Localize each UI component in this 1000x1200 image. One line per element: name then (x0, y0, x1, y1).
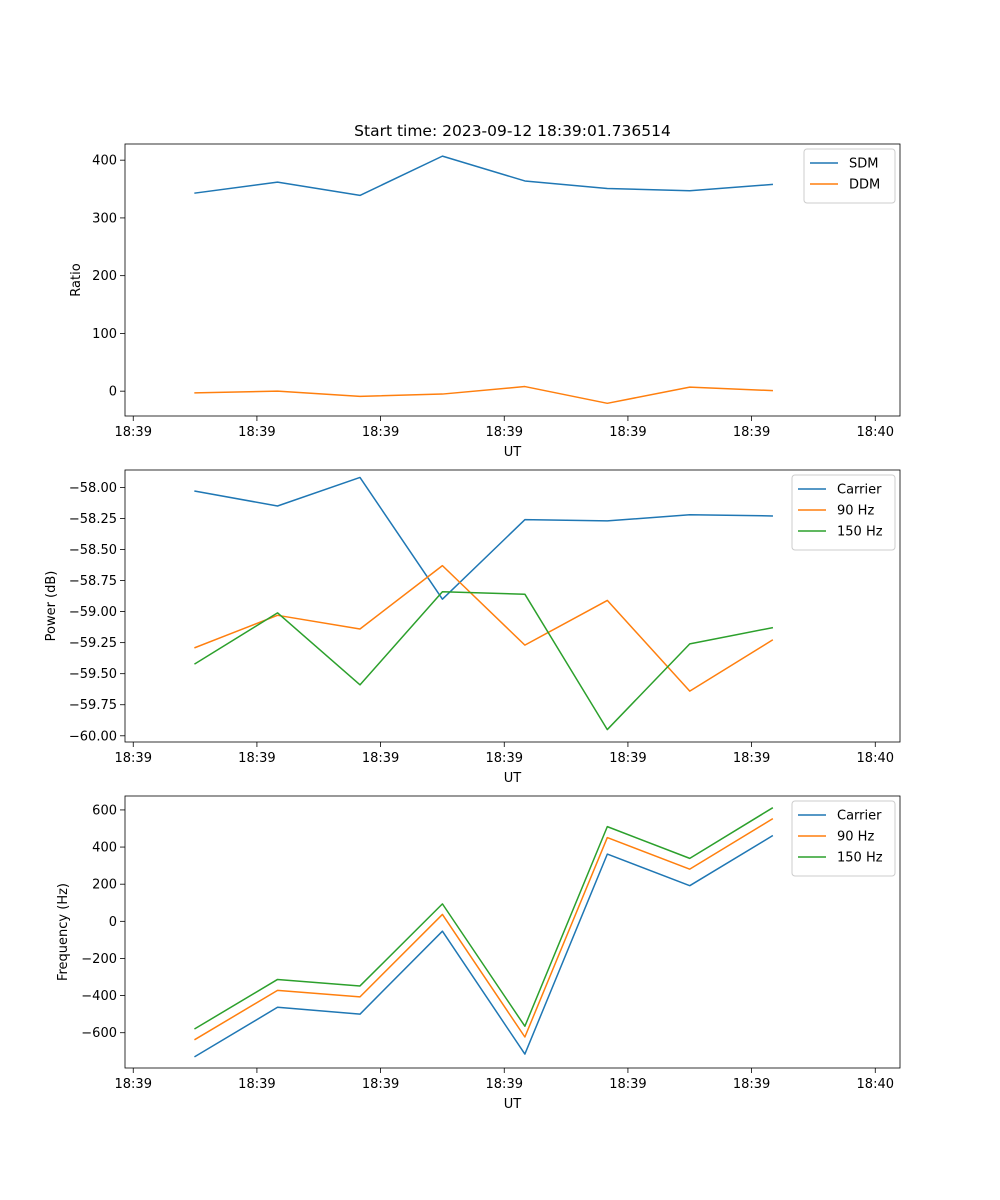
x-tick-label: 18:39 (486, 1077, 523, 1092)
y-tick-label: −59.75 (69, 698, 117, 713)
y-tick-label: 600 (92, 803, 117, 818)
y-tick-label: 0 (109, 915, 117, 930)
axes-frame (124, 143, 901, 417)
x-tick-label: 18:39 (733, 425, 770, 440)
y-tick-label: −58.75 (69, 574, 117, 589)
subplot-3: 18:39 18:39 18:39 18:39 18:39 18:39 18:40 −600 −… (56, 795, 901, 1112)
x-tick-label: 18:39 (238, 1077, 275, 1092)
x-tick-label: 18:39 (609, 751, 646, 766)
y-tick-label: −58.25 (69, 512, 117, 527)
x-tick-label: 18:39 (238, 751, 275, 766)
y-tick-label: 400 (92, 154, 117, 169)
series-line-150-hz (194, 807, 774, 1030)
legend-entry: 150 Hz (837, 851, 883, 866)
legend-entry: DDM (849, 178, 880, 193)
x-tick-label: 18:39 (362, 1077, 399, 1092)
y-tick-label: −59.25 (69, 636, 117, 651)
x-axis-label: UT (504, 1097, 522, 1112)
x-tick-label: 18:39 (362, 751, 399, 766)
legend-entry: 90 Hz (837, 830, 874, 845)
legend: Carrier 90 Hz 150 Hz (791, 474, 896, 551)
y-tick-label: 100 (92, 327, 117, 342)
subplot-1: 18:39 18:39 18:39 18:39 18:39 18:39 18:40 0 100 2… (69, 122, 901, 460)
y-tick-label: 300 (92, 211, 117, 226)
legend-entry: 90 Hz (837, 504, 874, 519)
series-line-sdm (194, 155, 774, 197)
y-axis-label: Ratio (69, 263, 84, 296)
x-tick-label: 18:40 (857, 751, 894, 766)
x-tick-label: 18:39 (238, 425, 275, 440)
y-tick-label: −200 (81, 952, 117, 967)
y-tick-label: −59.50 (69, 667, 117, 682)
y-tick-label: −59.00 (69, 605, 117, 620)
legend-entry: SDM (849, 157, 878, 172)
axes-frame (124, 469, 901, 743)
y-tick-label: 400 (92, 841, 117, 856)
series-line-90-hz (194, 817, 774, 1041)
chart-title: Start time: 2023-09-12 18:39:01.736514 (354, 122, 671, 140)
y-axis-label: Frequency (Hz) (56, 883, 71, 981)
legend: Carrier 90 Hz 150 Hz (791, 800, 896, 877)
series-line-150-hz (194, 590, 774, 731)
x-tick-label: 18:39 (486, 425, 523, 440)
x-tick-label: 18:39 (115, 425, 152, 440)
y-tick-label: 0 (109, 385, 117, 400)
series-line-90-hz (194, 564, 774, 692)
x-axis-label: UT (504, 771, 522, 786)
x-tick-label: 18:39 (115, 751, 152, 766)
x-tick-label: 18:39 (362, 425, 399, 440)
subplot-2: 18:39 18:39 18:39 18:39 18:39 18:39 18:40 −60.0… (44, 469, 901, 786)
x-tick-label: 18:39 (609, 425, 646, 440)
y-tick-label: 200 (92, 269, 117, 284)
x-tick-label: 18:39 (609, 1077, 646, 1092)
x-axis-label: UT (504, 445, 522, 460)
y-tick-label: −58.50 (69, 543, 117, 558)
x-tick-label: 18:40 (857, 1077, 894, 1092)
x-tick-label: 18:40 (857, 425, 894, 440)
y-tick-label: −600 (81, 1026, 117, 1041)
y-tick-label: 200 (92, 878, 117, 893)
series-line-ddm (194, 385, 773, 405)
series-line-carrier (194, 476, 773, 600)
legend: SDM DDM (803, 148, 896, 204)
x-tick-label: 18:39 (115, 1077, 152, 1092)
y-tick-label: −60.00 (69, 729, 117, 744)
legend-entry: Carrier (837, 809, 882, 824)
x-tick-label: 18:39 (733, 751, 770, 766)
y-tick-label: −400 (81, 989, 117, 1004)
x-tick-label: 18:39 (733, 1077, 770, 1092)
axes-frame (124, 795, 901, 1069)
y-tick-label: −58.00 (69, 481, 117, 496)
y-axis-label: Power (dB) (44, 571, 59, 642)
legend-entry: Carrier (837, 483, 882, 498)
series-line-carrier (194, 834, 774, 1058)
x-tick-label: 18:39 (486, 751, 523, 766)
legend-entry: 150 Hz (837, 525, 883, 540)
